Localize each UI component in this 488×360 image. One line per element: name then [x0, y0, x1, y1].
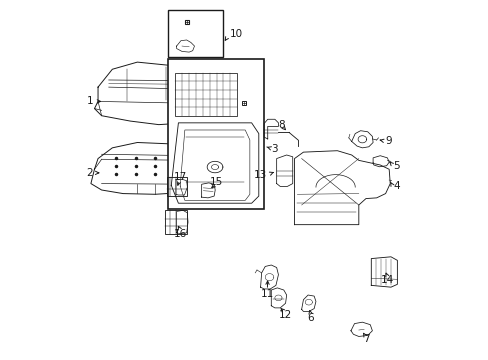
Bar: [165, 210, 187, 234]
Text: 3: 3: [271, 144, 277, 154]
Text: 1: 1: [87, 96, 94, 107]
Text: 8: 8: [278, 120, 285, 130]
Text: 6: 6: [307, 312, 314, 323]
Text: 7: 7: [362, 334, 368, 344]
Text: 13: 13: [254, 170, 267, 180]
Text: 9: 9: [385, 136, 391, 147]
Bar: [167, 59, 264, 208]
Bar: [175, 73, 237, 116]
Text: 10: 10: [230, 29, 243, 39]
Text: 15: 15: [209, 177, 223, 187]
Bar: [166, 177, 187, 196]
Text: 17: 17: [173, 172, 186, 182]
Text: 12: 12: [278, 310, 292, 320]
Bar: [167, 10, 223, 57]
Text: 4: 4: [392, 181, 399, 191]
Text: 2: 2: [86, 168, 93, 178]
Text: 16: 16: [174, 229, 187, 239]
Text: 5: 5: [392, 161, 399, 171]
Text: 14: 14: [380, 275, 393, 285]
Text: 11: 11: [260, 289, 273, 298]
